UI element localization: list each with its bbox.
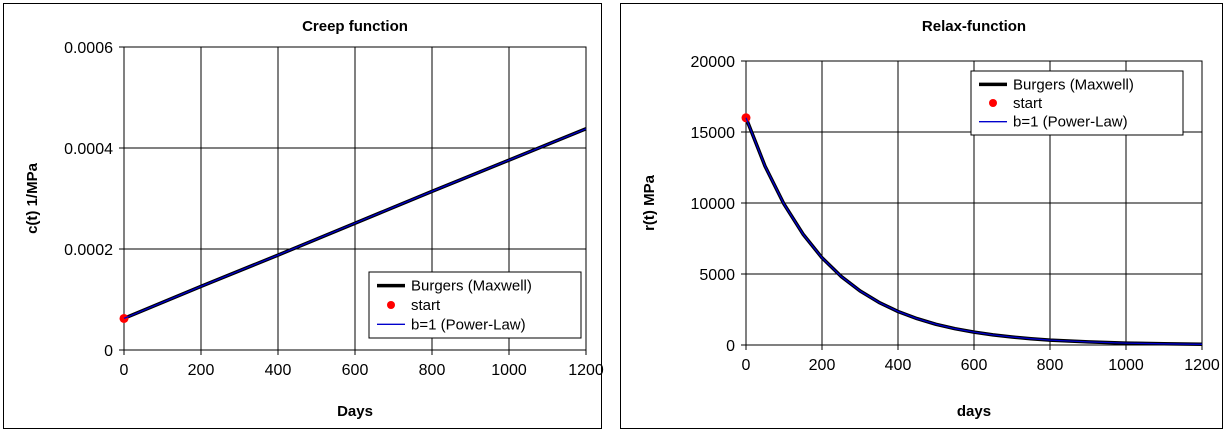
creep-x-axis-title: Days <box>337 403 373 420</box>
creep-start-marker <box>119 313 129 323</box>
relax-x-tick-label: 200 <box>809 357 836 374</box>
creep-x-tick-label: 600 <box>342 362 369 379</box>
relax-x-axis-title: days <box>957 403 991 420</box>
relax-legend-marker-start <box>989 99 997 107</box>
creep-power-law-series-line <box>123 128 587 320</box>
relax-x-tick-label: 600 <box>961 357 988 374</box>
relax-y-tick-label: 5000 <box>699 267 735 284</box>
relax-x-tick-label: 800 <box>1037 357 1064 374</box>
relax-legend <box>970 70 1184 136</box>
creep-x-tick-label: 0 <box>120 362 129 379</box>
creep-chart-title: Creep function <box>302 18 408 35</box>
creep-y-axis-title: c(t) 1/MPa <box>24 162 41 234</box>
relax-chart-title: Relax-function <box>922 18 1026 35</box>
creep-legend-label: start <box>411 297 441 314</box>
relax-y-tick-label: 0 <box>726 338 735 355</box>
relax-y-tick-label: 20000 <box>691 54 736 71</box>
creep-x-tick-label: 200 <box>188 362 215 379</box>
creep-y-tick-label: 0 <box>104 343 113 360</box>
relax-function-chart: Relax-function 0 200 400 600 800 1000 1200 0 5000… <box>620 3 1223 429</box>
creep-legend-label: b=1 (Power-Law) <box>411 316 526 333</box>
creep-legend-marker-start <box>387 301 395 309</box>
relax-chart-svg: Relax-function 0 200 400 600 800 1000 1200 0 5000… <box>641 18 1220 420</box>
relax-legend-label: b=1 (Power-Law) <box>1013 114 1128 131</box>
relax-legend-label: start <box>1013 95 1043 112</box>
relax-legend-label: Burgers (Maxwell) <box>1013 76 1134 93</box>
relax-x-tick-label: 1200 <box>1184 357 1220 374</box>
relax-y-axis-title: r(t) MPa <box>641 174 658 230</box>
creep-x-tick-label: 1200 <box>568 362 604 379</box>
relax-power-law-series-line <box>745 117 1203 345</box>
relax-x-tick-label: 400 <box>885 357 912 374</box>
creep-chart-svg: Creep function 0 200 400 600 800 1000 1200 0 0.00… <box>24 18 604 420</box>
creep-y-tick-label: 0.0002 <box>64 242 113 259</box>
relax-y-tick-label: 15000 <box>691 125 736 142</box>
relax-x-tick-label: 1000 <box>1108 357 1144 374</box>
creep-legend <box>368 271 582 339</box>
creep-x-tick-label: 800 <box>419 362 446 379</box>
creep-x-tick-label: 400 <box>265 362 292 379</box>
creep-function-chart: Creep function 0 200 400 600 800 1000 1200 0 0.00… <box>3 3 604 429</box>
creep-y-tick-label: 0.0004 <box>64 141 113 158</box>
creep-y-tick-label: 0.0006 <box>64 40 113 57</box>
creep-legend-label: Burgers (Maxwell) <box>411 278 532 295</box>
relax-x-tick-label: 0 <box>742 357 751 374</box>
creep-x-tick-label: 1000 <box>491 362 527 379</box>
relax-y-tick-label: 10000 <box>691 196 736 213</box>
